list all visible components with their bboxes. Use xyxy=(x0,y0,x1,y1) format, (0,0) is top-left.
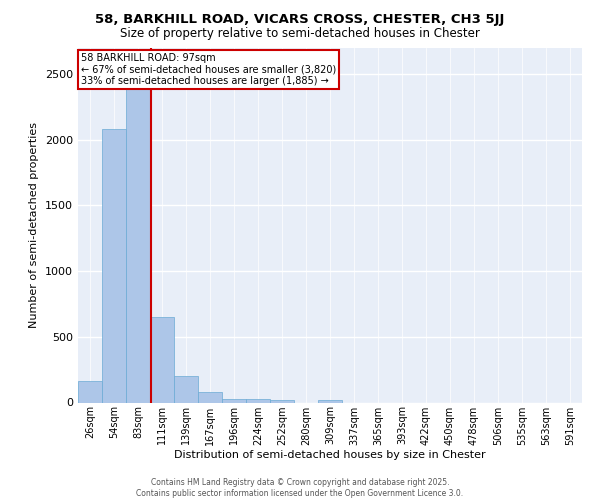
Bar xyxy=(174,376,198,402)
Bar xyxy=(150,317,174,402)
Bar xyxy=(318,400,342,402)
Bar xyxy=(78,382,102,402)
Text: Size of property relative to semi-detached houses in Chester: Size of property relative to semi-detach… xyxy=(120,28,480,40)
Y-axis label: Number of semi-detached properties: Number of semi-detached properties xyxy=(29,122,40,328)
Text: Contains HM Land Registry data © Crown copyright and database right 2025.
Contai: Contains HM Land Registry data © Crown c… xyxy=(136,478,464,498)
Bar xyxy=(246,399,270,402)
Text: 58, BARKHILL ROAD, VICARS CROSS, CHESTER, CH3 5JJ: 58, BARKHILL ROAD, VICARS CROSS, CHESTER… xyxy=(95,12,505,26)
Bar xyxy=(126,83,150,402)
X-axis label: Distribution of semi-detached houses by size in Chester: Distribution of semi-detached houses by … xyxy=(174,450,486,460)
Bar xyxy=(102,129,126,402)
Text: 58 BARKHILL ROAD: 97sqm
← 67% of semi-detached houses are smaller (3,820)
33% of: 58 BARKHILL ROAD: 97sqm ← 67% of semi-de… xyxy=(80,53,336,86)
Bar xyxy=(198,392,222,402)
Bar xyxy=(270,400,294,402)
Bar xyxy=(222,398,246,402)
